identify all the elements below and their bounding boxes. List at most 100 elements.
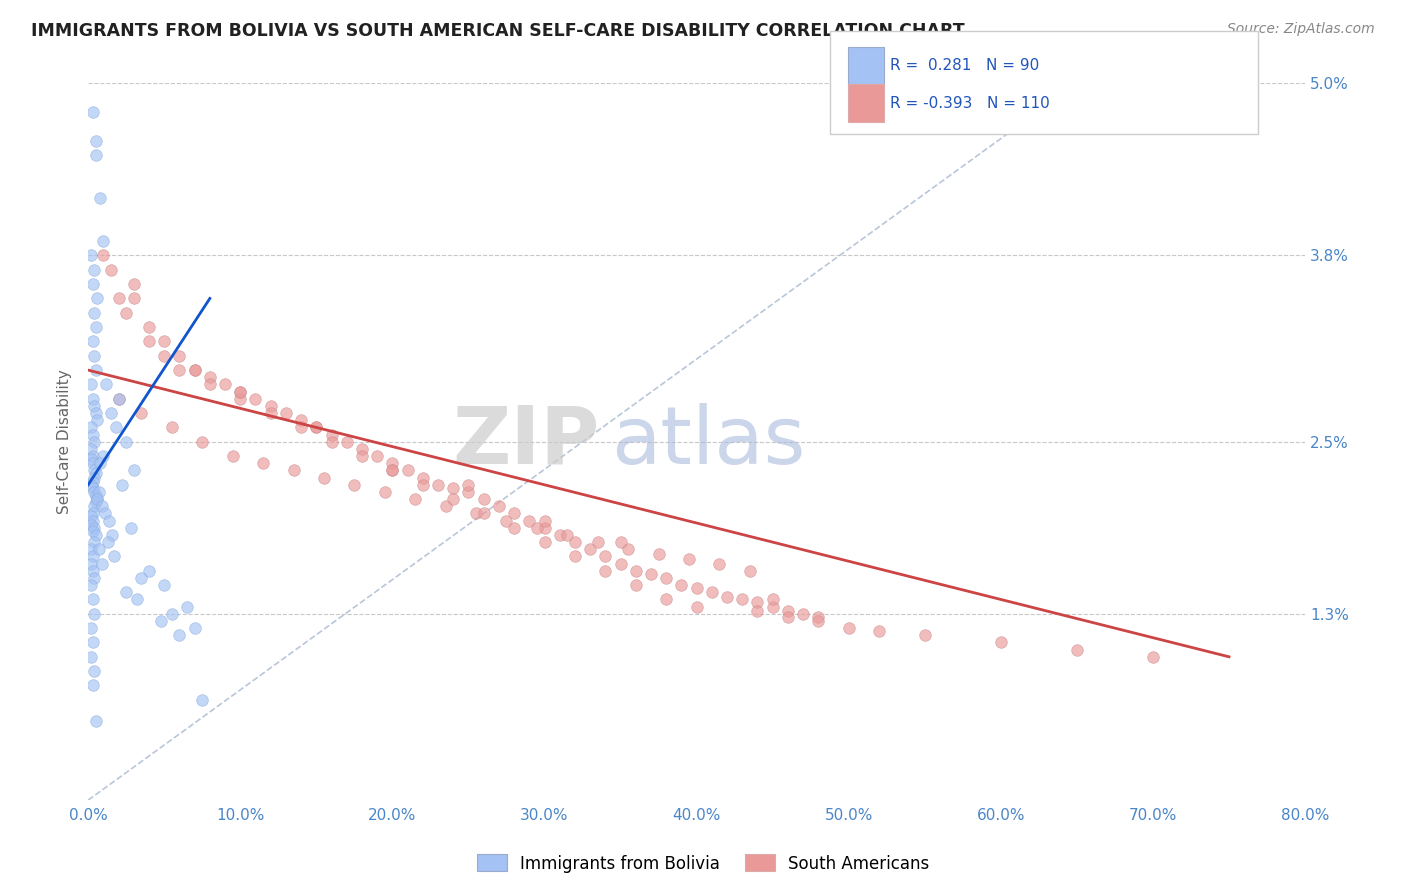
Point — [290, 413, 312, 427]
Point — [153, 349, 176, 363]
Point — [131, 571, 153, 585]
Legend: Immigrants from Bolivia, South Americans: Immigrants from Bolivia, South Americans — [470, 847, 936, 880]
Point — [90, 557, 112, 571]
Point — [260, 399, 283, 413]
Point — [214, 377, 236, 392]
Point — [762, 599, 785, 614]
Point — [83, 500, 105, 514]
Point — [107, 292, 129, 306]
Point — [93, 248, 115, 262]
Point — [83, 349, 105, 363]
Point — [80, 578, 103, 592]
Point — [82, 549, 104, 564]
Point — [441, 481, 464, 495]
Point — [82, 507, 104, 521]
Point — [87, 485, 110, 500]
Point — [716, 590, 738, 604]
Point — [221, 449, 243, 463]
Point — [82, 277, 104, 292]
Point — [457, 485, 479, 500]
Point — [427, 477, 450, 491]
Point — [305, 420, 328, 434]
Point — [792, 607, 814, 621]
Text: IMMIGRANTS FROM BOLIVIA VS SOUTH AMERICAN SELF-CARE DISABILITY CORRELATION CHART: IMMIGRANTS FROM BOLIVIA VS SOUTH AMERICA… — [31, 22, 965, 40]
Point — [198, 377, 221, 392]
Point — [595, 549, 617, 564]
Point — [381, 456, 404, 470]
Point — [595, 564, 617, 578]
Point — [90, 500, 112, 514]
Point — [93, 234, 115, 248]
Point — [94, 507, 117, 521]
Point — [84, 495, 107, 509]
Point — [83, 306, 105, 320]
Point — [366, 449, 388, 463]
Point — [548, 528, 571, 542]
Point — [80, 248, 103, 262]
Point — [274, 406, 297, 420]
Point — [731, 592, 754, 607]
Point — [84, 134, 107, 148]
Point — [183, 363, 205, 377]
Point — [138, 320, 160, 334]
Point — [138, 564, 160, 578]
Point — [122, 463, 145, 477]
Point — [617, 542, 640, 557]
Point — [252, 456, 274, 470]
Point — [101, 528, 124, 542]
Point — [229, 384, 252, 399]
Point — [343, 477, 366, 491]
Point — [82, 564, 104, 578]
Point — [564, 549, 586, 564]
Point — [709, 557, 731, 571]
Point — [624, 564, 647, 578]
Point — [533, 535, 555, 549]
Point — [747, 595, 769, 609]
Point — [807, 614, 830, 628]
Point — [990, 635, 1012, 649]
Point — [82, 105, 104, 120]
Point — [176, 599, 198, 614]
Point — [80, 377, 103, 392]
Point — [104, 420, 127, 434]
Point — [404, 492, 426, 507]
Point — [776, 609, 799, 624]
Point — [868, 624, 890, 638]
Point — [747, 604, 769, 618]
Point — [103, 549, 125, 564]
Point — [83, 521, 105, 535]
Point — [96, 377, 118, 392]
Point — [83, 399, 105, 413]
Point — [198, 370, 221, 384]
Point — [100, 406, 122, 420]
Point — [82, 514, 104, 528]
Point — [83, 571, 105, 585]
Point — [86, 492, 108, 507]
Point — [647, 547, 669, 561]
Point — [89, 456, 111, 470]
Point — [555, 528, 578, 542]
Point — [82, 678, 104, 692]
Point — [160, 420, 183, 434]
Point — [87, 542, 110, 557]
Point — [82, 427, 104, 442]
Point — [495, 514, 517, 528]
Text: ZIP: ZIP — [451, 403, 599, 481]
Point — [93, 449, 115, 463]
Point — [640, 566, 662, 581]
Point — [80, 517, 103, 532]
Point — [336, 434, 359, 449]
Point — [350, 442, 373, 456]
Point — [107, 392, 129, 406]
Point — [312, 470, 335, 484]
Point — [89, 191, 111, 205]
Point — [82, 524, 104, 538]
Point — [624, 578, 647, 592]
Point — [776, 604, 799, 618]
Point — [122, 277, 145, 292]
Point — [229, 392, 252, 406]
Point — [260, 406, 283, 420]
Point — [609, 535, 631, 549]
Point — [83, 262, 105, 277]
Text: Source: ZipAtlas.com: Source: ZipAtlas.com — [1227, 22, 1375, 37]
